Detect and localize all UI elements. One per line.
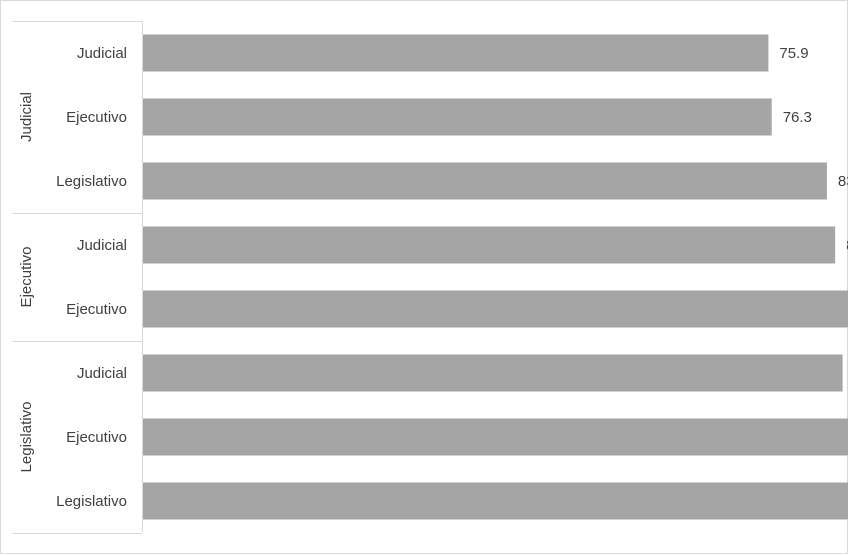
- group-label: Ejecutivo: [18, 247, 35, 308]
- bar: [143, 482, 848, 520]
- bars: [143, 34, 848, 520]
- bar: [143, 34, 769, 72]
- bar: [143, 226, 836, 264]
- group-label: Judicial: [18, 92, 35, 142]
- bar: [143, 98, 772, 136]
- bar: [143, 418, 848, 456]
- category-label: Ejecutivo: [66, 301, 127, 318]
- data-label: 84.0: [846, 237, 848, 254]
- bar: [143, 290, 848, 328]
- category-label: Legislativo: [56, 173, 127, 190]
- bar: [143, 162, 827, 200]
- labels: Judicial 75.9 Ejecutivo 76.3 Legislativo 83.0…: [18, 45, 848, 510]
- category-label: Judicial: [77, 45, 127, 62]
- category-label: Ejecutivo: [66, 109, 127, 126]
- data-label: 75.9: [779, 45, 808, 62]
- data-label: 76.3: [783, 109, 812, 126]
- data-label: 83.0: [838, 173, 848, 190]
- category-label: Ejecutivo: [66, 429, 127, 446]
- axes: [12, 21, 143, 534]
- category-label: Judicial: [77, 365, 127, 382]
- category-label: Judicial: [77, 237, 127, 254]
- bar: [143, 354, 843, 392]
- group-label: Legislativo: [18, 402, 35, 473]
- category-label: Legislativo: [56, 493, 127, 510]
